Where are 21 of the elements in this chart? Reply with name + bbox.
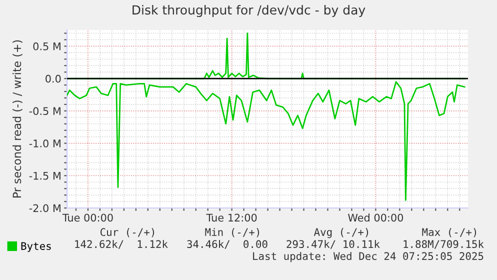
text: Max (-/+)	[422, 228, 476, 238]
x-tick-label: Wed 00:00	[348, 214, 404, 222]
y-tick-label: -1.0 M	[29, 140, 60, 148]
text: Cur (-/+)	[100, 228, 154, 238]
x-tick-label: Tue 12:00	[206, 214, 257, 222]
text: Last update: Wed Dec 24 07:25:05 2025	[253, 252, 484, 262]
text: 34.46k/ 0.00	[187, 240, 268, 249]
x-tick-label: Tue 00:00	[62, 214, 113, 222]
text: Min (-/+)	[205, 228, 260, 238]
y-tick-label: 0.0	[46, 74, 61, 83]
chart-title: Disk throughput for /dev/vdc - by day	[132, 4, 366, 18]
y-tick-label: -0.5 M	[29, 107, 60, 116]
y-axis-title: Pr second read (-) / write (+)	[12, 40, 22, 198]
y-tick-label: -1.5 M	[29, 172, 60, 180]
text: 142.62k/ 1.12k	[75, 240, 168, 249]
y-tick-label: 0.5 M	[33, 42, 60, 50]
y-tick-label: -2.0 M	[29, 204, 60, 212]
text: 1.88M/709.15k	[404, 240, 484, 249]
text: Avg (-/+)	[314, 228, 368, 238]
legend-label: Bytes	[21, 242, 51, 252]
text: 293.47k/ 10.11k	[286, 240, 380, 249]
